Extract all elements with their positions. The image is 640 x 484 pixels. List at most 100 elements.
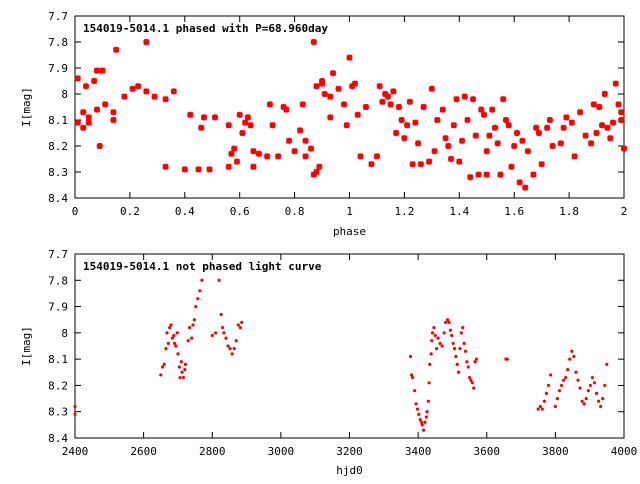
data-point (605, 362, 609, 366)
data-point (572, 354, 576, 359)
data-point (368, 161, 375, 168)
data-point (435, 347, 439, 351)
y-tick-label: 8.1 (48, 353, 68, 366)
y-tick-label: 8.4 (48, 192, 68, 205)
data-point (414, 402, 418, 406)
data-point (169, 323, 173, 327)
data-point (607, 135, 614, 142)
data-point (228, 347, 232, 351)
data-point (233, 158, 241, 165)
data-point (475, 171, 482, 178)
data-point (162, 96, 169, 103)
data-point (357, 153, 364, 160)
data-point (162, 163, 169, 170)
data-point (379, 98, 386, 105)
data-point (420, 103, 427, 111)
data-point (544, 391, 549, 395)
y-tick-label: 8.3 (48, 166, 68, 179)
y-tick-label: 8.2 (48, 140, 68, 153)
data-point (454, 354, 458, 359)
data-point (329, 70, 337, 77)
data-point (239, 129, 246, 137)
data-point (228, 150, 235, 157)
data-point (210, 333, 214, 338)
data-point (299, 101, 306, 108)
data-point (592, 381, 597, 385)
data-point (474, 357, 479, 361)
data-point (489, 106, 496, 113)
data-point (188, 326, 192, 330)
y-tick-label: 8.3 (48, 406, 68, 419)
data-point (562, 378, 566, 382)
data-point (413, 389, 417, 393)
data-point (214, 331, 218, 335)
data-point (168, 326, 172, 330)
data-point (93, 106, 101, 113)
data-point (280, 103, 287, 111)
data-point (456, 158, 463, 165)
data-point (225, 163, 232, 170)
data-point (73, 412, 77, 416)
data-point (609, 119, 617, 126)
data-point (438, 341, 442, 345)
data-point (508, 163, 515, 170)
data-point (557, 140, 564, 147)
data-point (255, 150, 263, 157)
data-point (425, 158, 433, 165)
x-tick-label: 2800 (199, 445, 226, 458)
data-point (191, 323, 195, 327)
data-point (198, 124, 205, 131)
data-point (296, 127, 304, 134)
data-point (560, 124, 567, 131)
data-point (419, 420, 424, 424)
data-point (275, 153, 282, 160)
x-tick-label: 1.2 (394, 205, 414, 218)
data-point (491, 124, 499, 131)
data-point (174, 344, 178, 348)
data-point (164, 347, 168, 351)
y-tick-label: 7.8 (48, 274, 68, 287)
data-point (143, 88, 150, 95)
data-point (555, 396, 560, 401)
data-point (570, 349, 574, 353)
data-point (93, 67, 101, 74)
data-point (73, 404, 77, 409)
data-point (433, 333, 437, 338)
data-point (483, 148, 490, 155)
y-tick-label: 7.7 (48, 10, 68, 23)
data-point (269, 122, 276, 129)
data-point (99, 67, 106, 74)
data-point (170, 88, 177, 95)
data-point (446, 318, 450, 322)
data-point (434, 116, 441, 124)
data-point (283, 106, 290, 113)
data-point (426, 399, 431, 403)
data-point (192, 318, 197, 322)
data-point (373, 153, 381, 160)
data-point (135, 83, 142, 90)
data-point (74, 119, 81, 126)
data-point (542, 399, 546, 403)
data-point (250, 148, 257, 155)
data-point (478, 106, 485, 113)
data-point (113, 46, 120, 53)
data-point (564, 375, 568, 380)
data-point (412, 119, 419, 126)
data-point (538, 404, 542, 409)
data-point (187, 111, 194, 118)
data-point (431, 148, 438, 155)
data-point (327, 93, 334, 100)
data-point (436, 336, 440, 340)
data-point (186, 339, 190, 343)
data-point (236, 111, 243, 118)
data-point (307, 145, 315, 152)
data-point (343, 122, 350, 129)
data-point (462, 341, 466, 345)
y-tick-label: 8.2 (48, 379, 68, 392)
data-point (469, 378, 473, 382)
data-point (432, 326, 436, 330)
data-point (546, 383, 551, 388)
data-point (310, 38, 317, 46)
unphased-light-curve-panel: 154019-5014.1 not phased light curve hjd… (20, 248, 637, 477)
data-point (563, 114, 570, 121)
